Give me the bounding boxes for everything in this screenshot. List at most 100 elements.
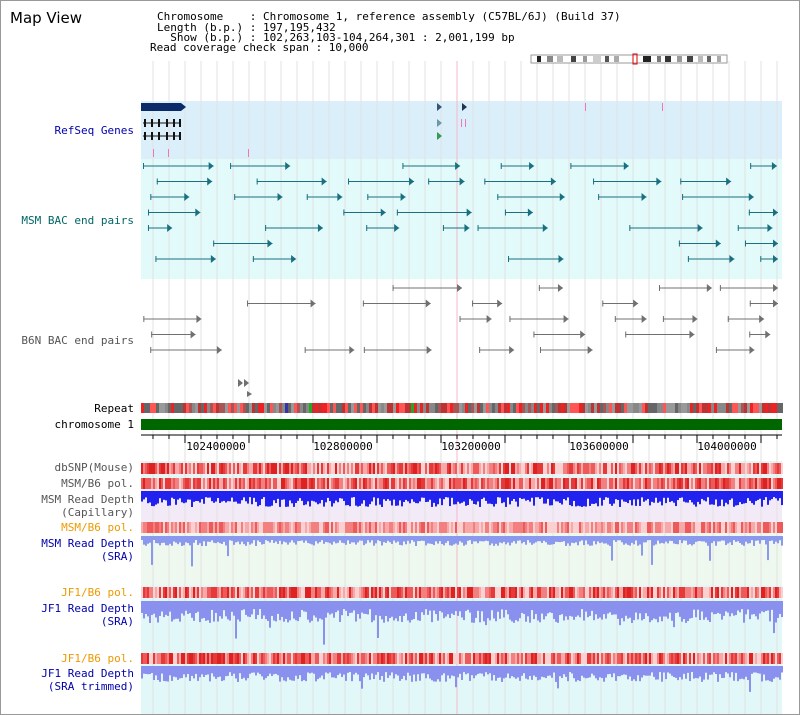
jf1-trim-depth: [355, 666, 357, 673]
jf1-sra-depth: [603, 601, 605, 615]
jf1-trim-depth: [413, 666, 415, 675]
jf1-b6-pol-density: [167, 587, 169, 598]
jf1-sra-depth: [565, 601, 567, 617]
jf1-b6-pol-density: [403, 587, 405, 598]
msm-bac-pair-arrow: [455, 162, 461, 170]
jf1-b6-pol-density: [577, 587, 579, 598]
jf1-b6-pol2-density: [169, 653, 171, 664]
jf1-sra-depth: [255, 601, 257, 620]
msm-capillary-depth: [531, 491, 533, 498]
msm-sra-depth: [719, 536, 721, 542]
jf1-trim-depth: [209, 666, 211, 682]
dbsnp-density: [721, 463, 723, 474]
jf1-trim-depth: [185, 666, 187, 678]
ideogram-band: [707, 56, 711, 62]
jf1-b6-pol-density: [781, 587, 783, 598]
msm-b6-pol-density: [191, 478, 193, 489]
msm-b6-pol-density: [729, 478, 731, 489]
msm-b6-pol-density: [325, 478, 327, 489]
msm-b6-pol-density: [447, 478, 449, 489]
repeat-segment: [471, 403, 474, 413]
jf1-trim-depth: [727, 666, 729, 674]
msm-sra-depth: [193, 536, 195, 543]
dbsnp-density: [727, 463, 729, 474]
msm-b6-pol2-density: [167, 522, 169, 533]
msm-b6-pol2-density: [451, 522, 453, 533]
jf1-trim-depth: [763, 666, 765, 675]
msm-capillary-depth: [665, 491, 667, 504]
msm-sra-depth: [159, 536, 161, 546]
msm-sra-depth: [473, 536, 475, 542]
msm-b6-pol2-density: [591, 522, 593, 533]
jf1-sra-depth: [201, 601, 203, 619]
msm-bac-pair-end: [748, 209, 750, 216]
jf1-b6-pol-density: [669, 587, 671, 598]
msm-b6-pol2-density: [743, 522, 745, 533]
repeat-segment: [162, 403, 165, 413]
ideogram-band: [557, 56, 563, 62]
jf1-b6-pol-density: [601, 587, 603, 598]
jf1-b6-pol2-density: [541, 653, 543, 664]
jf1-b6-pol2-density: [207, 653, 209, 664]
msm-b6-pol2-density: [687, 522, 689, 533]
msm-b6-pol2-density: [183, 522, 185, 533]
msm-sra-depth: [233, 536, 235, 545]
msm-bac-pair-end: [348, 178, 350, 185]
jf1-trim-depth: [493, 666, 495, 676]
jf1-trim-depth: [341, 666, 343, 677]
msm-b6-pol-density: [463, 478, 465, 489]
dbsnp-density: [289, 463, 291, 474]
msm-b6-pol2-density: [667, 522, 669, 533]
jf1-trim-depth: [265, 666, 267, 679]
jf1-sra-depth: [283, 601, 285, 622]
msm-capillary-depth: [717, 491, 719, 507]
msm-b6-pol-density: [721, 478, 723, 489]
b6n-bac-pair-arrow: [196, 315, 202, 323]
jf1-sra-depth: [389, 601, 391, 619]
msm-b6-pol2-density: [431, 522, 433, 533]
msm-sra-depth: [387, 536, 389, 541]
msm-capillary-depth: [225, 491, 227, 503]
b6n-bac-pair-end: [625, 331, 627, 338]
msm-sra-depth: [779, 536, 781, 541]
msm-sra-depth: [263, 536, 265, 544]
jf1-b6-pol-density: [617, 587, 619, 598]
msm-b6-pol2-density: [761, 522, 763, 533]
track-label-b6n-bac[interactable]: B6N BAC end pairs: [21, 334, 134, 347]
msm-bac-pair-arrow: [748, 193, 754, 201]
msm-bac-pair-arrow: [291, 255, 297, 263]
msm-b6-pol-density: [667, 478, 669, 489]
jf1-b6-pol2-density: [543, 653, 545, 664]
msm-b6-pol-density: [285, 478, 287, 489]
msm-sra-depth: [251, 536, 253, 544]
msm-b6-pol-density: [569, 478, 571, 489]
jf1-b6-pol2-density: [157, 653, 159, 664]
jf1-trim-depth: [345, 666, 347, 681]
msm-sra-depth: [405, 536, 407, 545]
jf1-sra-depth: [323, 601, 325, 645]
msm-capillary-depth: [407, 491, 409, 502]
jf1-b6-pol2-density: [613, 653, 615, 664]
jf1-b6-pol-density: [433, 587, 435, 598]
msm-capillary-depth: [427, 491, 429, 502]
track-label-refseq[interactable]: RefSeq Genes: [54, 124, 134, 137]
dbsnp-density: [481, 463, 483, 474]
jf1-b6-pol2-density: [735, 653, 737, 664]
msm-capillary-depth: [395, 491, 397, 506]
jf1-sra-depth: [411, 601, 413, 620]
msm-b6-pol2-density: [207, 522, 209, 533]
dbsnp-density: [691, 463, 693, 474]
dbsnp-density: [535, 463, 537, 474]
track-label-msm-bac[interactable]: MSM BAC end pairs: [21, 214, 134, 227]
msm-b6-pol-density: [321, 478, 323, 489]
jf1-b6-pol2-density: [209, 653, 211, 664]
jf1-b6-pol-density: [373, 587, 375, 598]
msm-b6-pol-density: [731, 478, 733, 489]
jf1-b6-pol2-density: [379, 653, 381, 664]
msm-capillary-depth: [187, 491, 189, 500]
jf1-trim-depth: [475, 666, 477, 676]
msm-capillary-depth: [307, 491, 309, 502]
jf1-b6-pol-density: [255, 587, 257, 598]
msm-b6-pol2-density: [509, 522, 511, 533]
